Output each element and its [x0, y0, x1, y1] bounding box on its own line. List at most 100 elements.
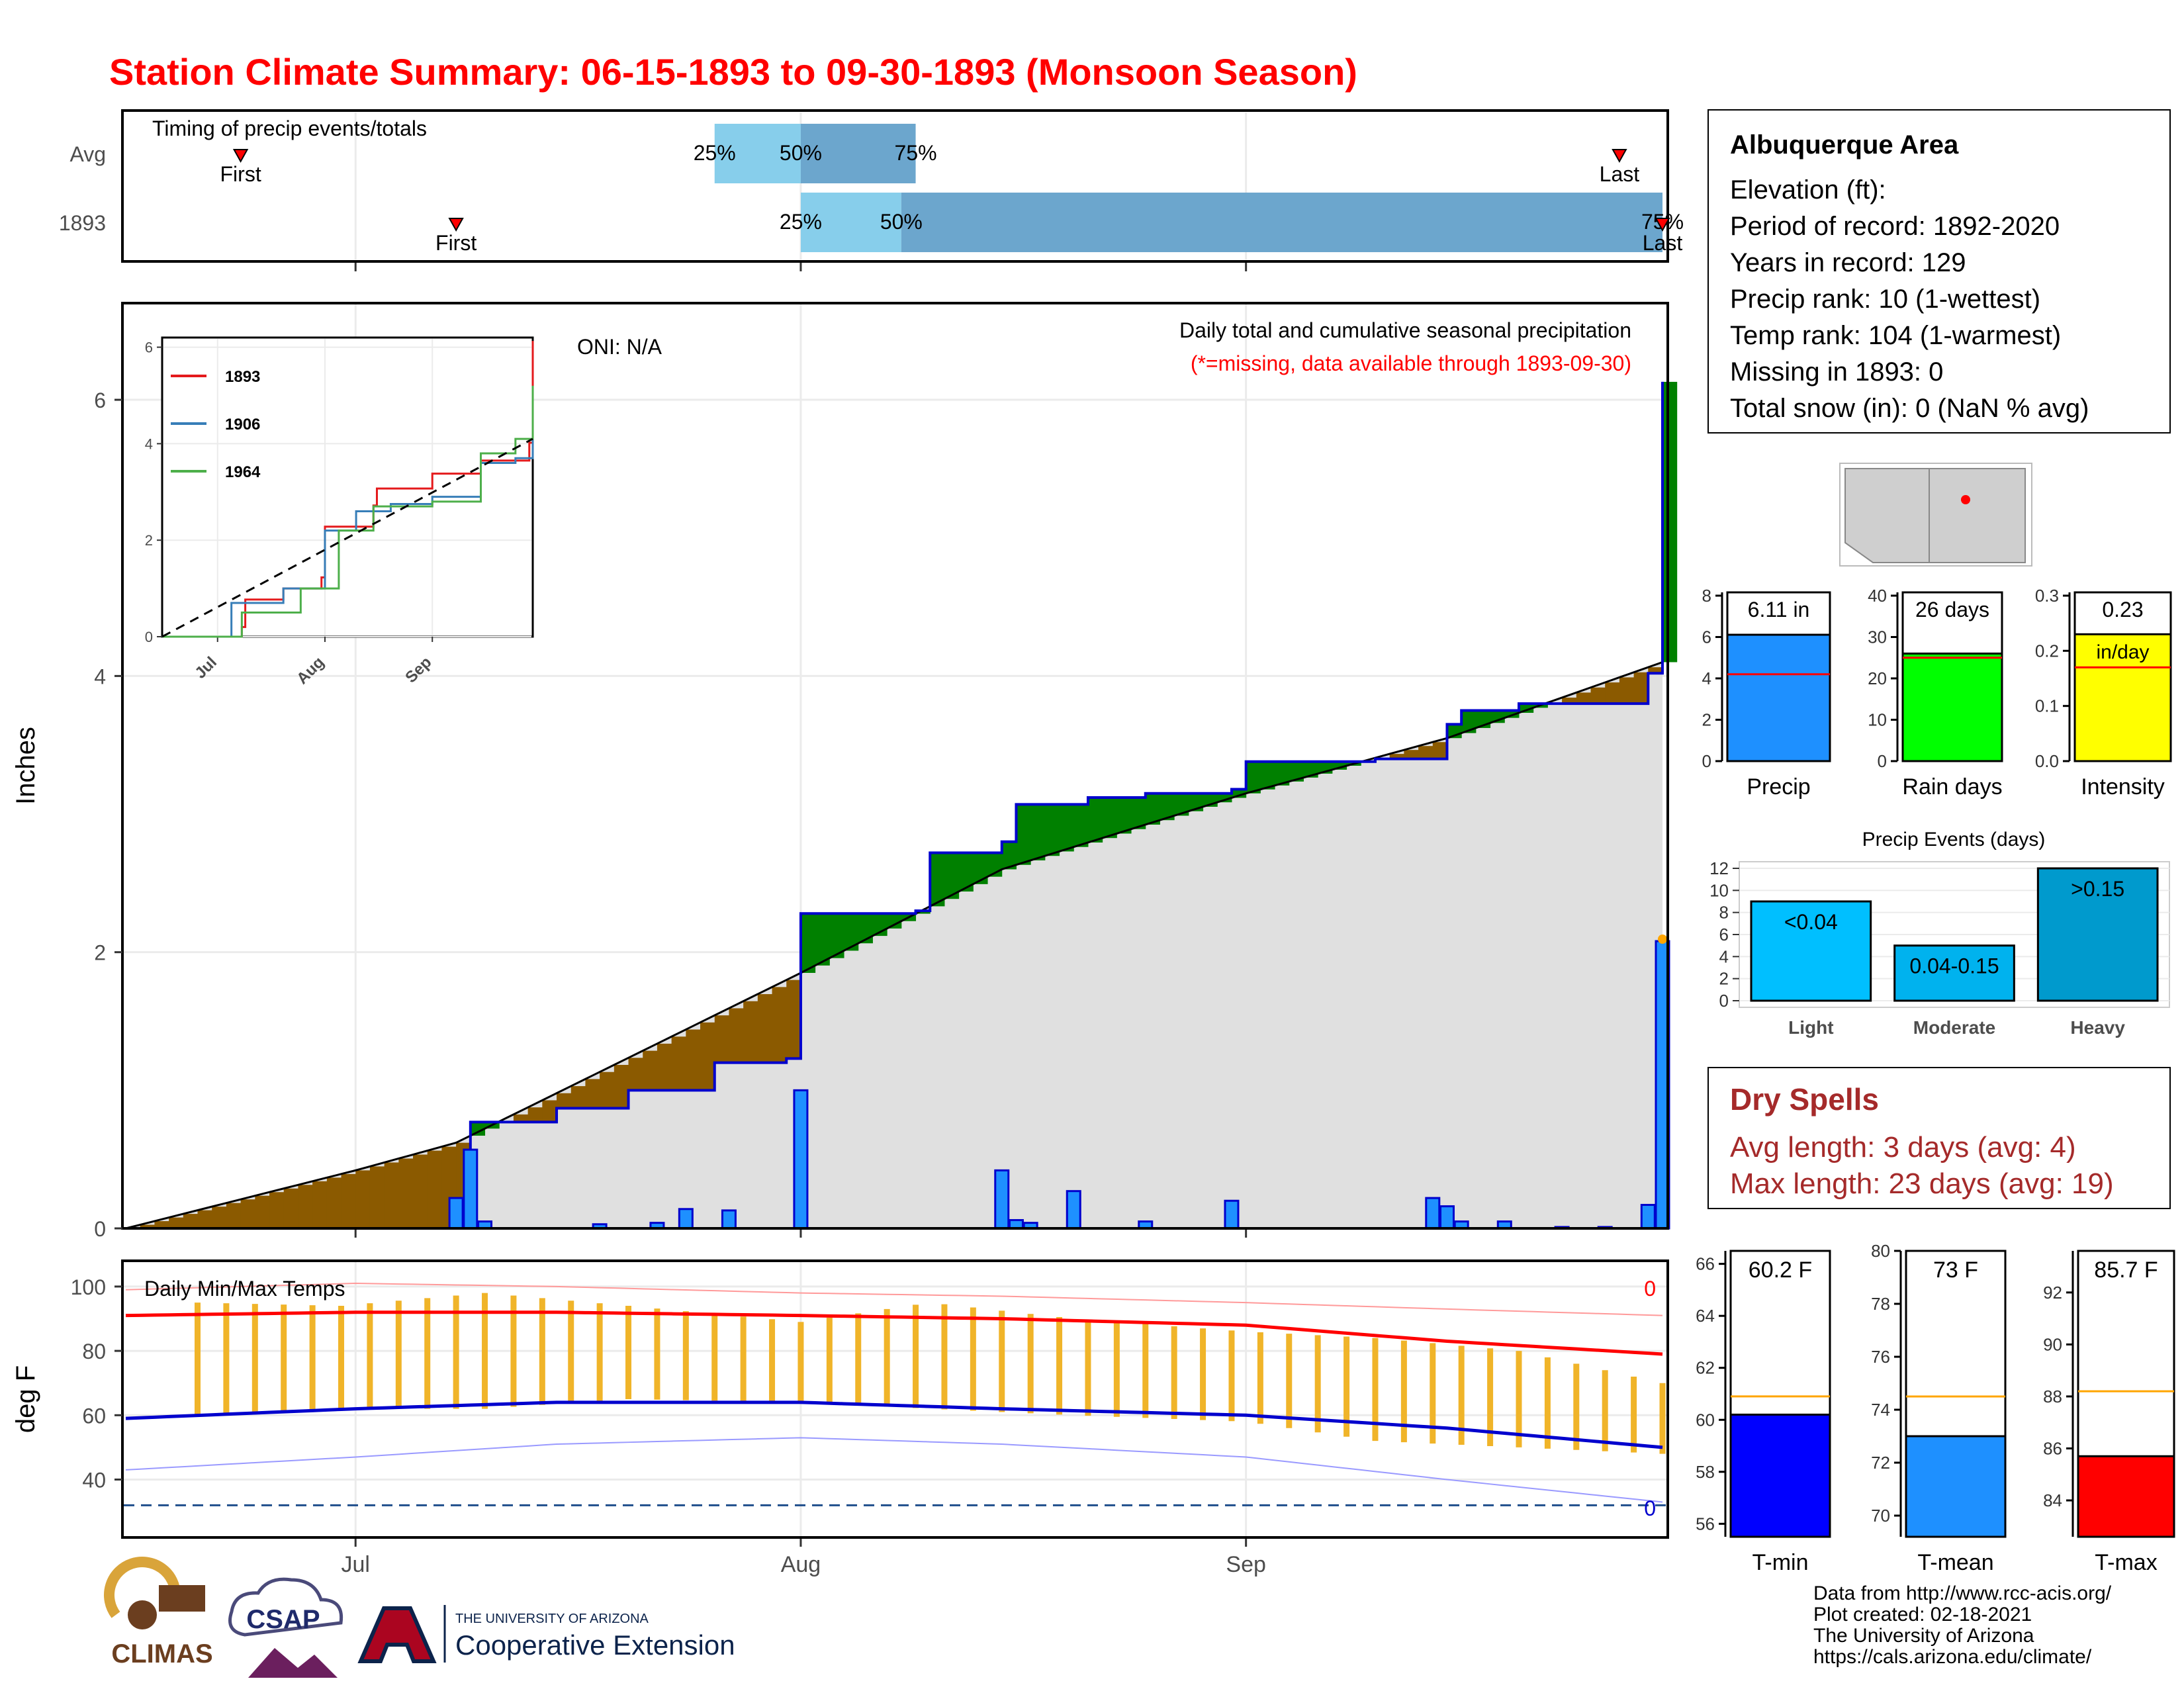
precip-ytick-label: 6	[1702, 627, 1711, 647]
temp-ytick-label: 100	[71, 1275, 106, 1299]
above-avg-segment	[1246, 762, 1261, 794]
temp-xtick-label: Aug	[781, 1552, 821, 1577]
tmean-bar	[1906, 1436, 2005, 1537]
precip-ytick-label: 0	[94, 1217, 106, 1241]
below-avg-segment	[1576, 692, 1591, 704]
dry-spells-max: Max length: 23 days (avg: 19)	[1730, 1165, 2148, 1202]
page-title: Station Climate Summary: 06-15-1893 to 0…	[109, 51, 1357, 93]
precip-events-ytick-label: 4	[1719, 946, 1729, 966]
below-avg-segment	[284, 1189, 298, 1228]
precip-events-bar-label: >0.15	[2071, 877, 2124, 901]
timing-q25-label: 25%	[780, 210, 822, 234]
credit-plot-created: Plot created: 02-18-2021	[1813, 1604, 2111, 1625]
inset-ytick-label: 6	[145, 340, 153, 356]
precip-events-ytick-label: 0	[1719, 991, 1729, 1011]
station-name: Albuquerque Area	[1730, 130, 2148, 160]
precip-ylabel: Inches	[11, 727, 40, 805]
rain_days-value-label: 26 days	[1915, 598, 1989, 621]
credit-url: https://cals.arizona.edu/climate/	[1813, 1647, 2111, 1668]
temp-count-min: 0	[1644, 1496, 1656, 1520]
tmean-ytick-label: 72	[1871, 1453, 1890, 1473]
above-avg-segment	[1016, 804, 1030, 864]
tmax-ytick-label: 90	[2043, 1334, 2062, 1354]
dry-spells-avg: Avg length: 3 days (avg: 4)	[1730, 1129, 2148, 1165]
above-avg-segment	[801, 913, 815, 973]
timing-q50-label: 50%	[880, 210, 923, 234]
precip-events-title: Precip Events (days)	[1862, 829, 2046, 850]
precip-ytick-label: 0	[1702, 751, 1711, 771]
intensity-ytick-label: 0.2	[2035, 641, 2059, 661]
intensity-ytick-label: 0.1	[2035, 696, 2059, 716]
precip-ytick-label: 4	[1702, 668, 1711, 688]
below-avg-segment	[241, 1199, 255, 1228]
above-avg-segment	[1060, 804, 1074, 851]
climas-logo: CLIMAS	[109, 1562, 213, 1668]
tmin-bar	[1731, 1414, 1830, 1537]
below-avg-segment	[557, 1093, 571, 1109]
ua-a-mark	[361, 1608, 433, 1661]
above-avg-segment	[1116, 798, 1131, 833]
temp-count-max: 0	[1644, 1277, 1656, 1301]
inset-ytick-label: 4	[145, 435, 153, 452]
below-avg-segment	[428, 1151, 442, 1228]
dry-spells-box: Dry Spells Avg length: 3 days (avg: 4) M…	[1707, 1067, 2171, 1209]
below-avg-segment	[729, 1008, 743, 1062]
below-avg-segment	[169, 1218, 183, 1228]
intensity-ytick-label: 0.3	[2035, 586, 2059, 606]
ua-line2: Cooperative Extension	[455, 1629, 735, 1661]
timing-q50-label: 50%	[780, 141, 822, 165]
below-avg-segment	[1619, 677, 1634, 704]
below-avg-segment	[715, 1015, 729, 1062]
inset-legend-label-1893: 1893	[225, 368, 260, 386]
below-avg-segment	[1605, 682, 1619, 704]
below-avg-segment	[398, 1158, 413, 1228]
dry-spells-title: Dry Spells	[1730, 1081, 2148, 1117]
precip-events-bar-label: 0.04-0.15	[1909, 954, 1999, 978]
rain_days-ytick-label: 40	[1868, 586, 1887, 606]
tmin-ytick-label: 64	[1696, 1306, 1715, 1326]
daily-precip-bar	[1641, 1205, 1655, 1228]
below-avg-segment	[657, 1044, 672, 1090]
below-avg-segment	[643, 1051, 657, 1091]
below-avg-segment	[1433, 742, 1447, 758]
intensity-ytick-label: 0.0	[2035, 751, 2059, 771]
precip-events-ytick-label: 6	[1719, 925, 1729, 944]
above-avg-segment	[930, 852, 944, 906]
below-avg-segment	[786, 980, 801, 1059]
precip-ytick-label: 2	[94, 941, 106, 965]
credits: Data from http://www.rcc-acis.org/ Plot …	[1813, 1583, 2111, 1668]
tmax-ytick-label: 92	[2043, 1283, 2062, 1303]
below-avg-segment	[743, 1001, 758, 1063]
temp-xtick-label: Sep	[1226, 1552, 1266, 1577]
tmin-ytick-label: 66	[1696, 1254, 1715, 1274]
daily-precip-bar	[464, 1150, 477, 1228]
below-avg-segment	[298, 1185, 312, 1228]
tmean-value-label: 73 F	[1933, 1257, 1978, 1283]
precip-events-ytick-label: 8	[1719, 903, 1729, 923]
inset-legend-label-1906: 1906	[225, 416, 260, 434]
oni-label: ONI: N/A	[577, 335, 662, 359]
daily-precip-bar	[1426, 1198, 1439, 1228]
locator-map	[1840, 463, 2032, 566]
station-period: Period of record: 1892-2020	[1730, 208, 2148, 245]
rain_days-ytick-label: 30	[1868, 627, 1887, 647]
below-avg-segment	[183, 1214, 198, 1228]
below-avg-segment	[226, 1203, 241, 1228]
tmin-ytick-label: 58	[1696, 1462, 1715, 1482]
station-precip-rank: Precip rank: 10 (1-wettest)	[1730, 281, 2148, 318]
precip-ytick-label: 6	[94, 388, 106, 412]
below-avg-segment	[700, 1023, 715, 1091]
tmax-ytick-label: 86	[2043, 1438, 2062, 1458]
map-station-marker	[1961, 495, 1970, 504]
below-avg-segment	[327, 1177, 341, 1228]
above-avg-segment	[1073, 804, 1088, 846]
above-avg-segment	[1662, 382, 1677, 663]
inset-legend-label-1964: 1964	[225, 463, 261, 481]
daily-precip-bar	[1067, 1191, 1080, 1228]
intensity-value-label: 0.23	[2102, 598, 2143, 621]
below-avg-segment	[370, 1166, 385, 1228]
